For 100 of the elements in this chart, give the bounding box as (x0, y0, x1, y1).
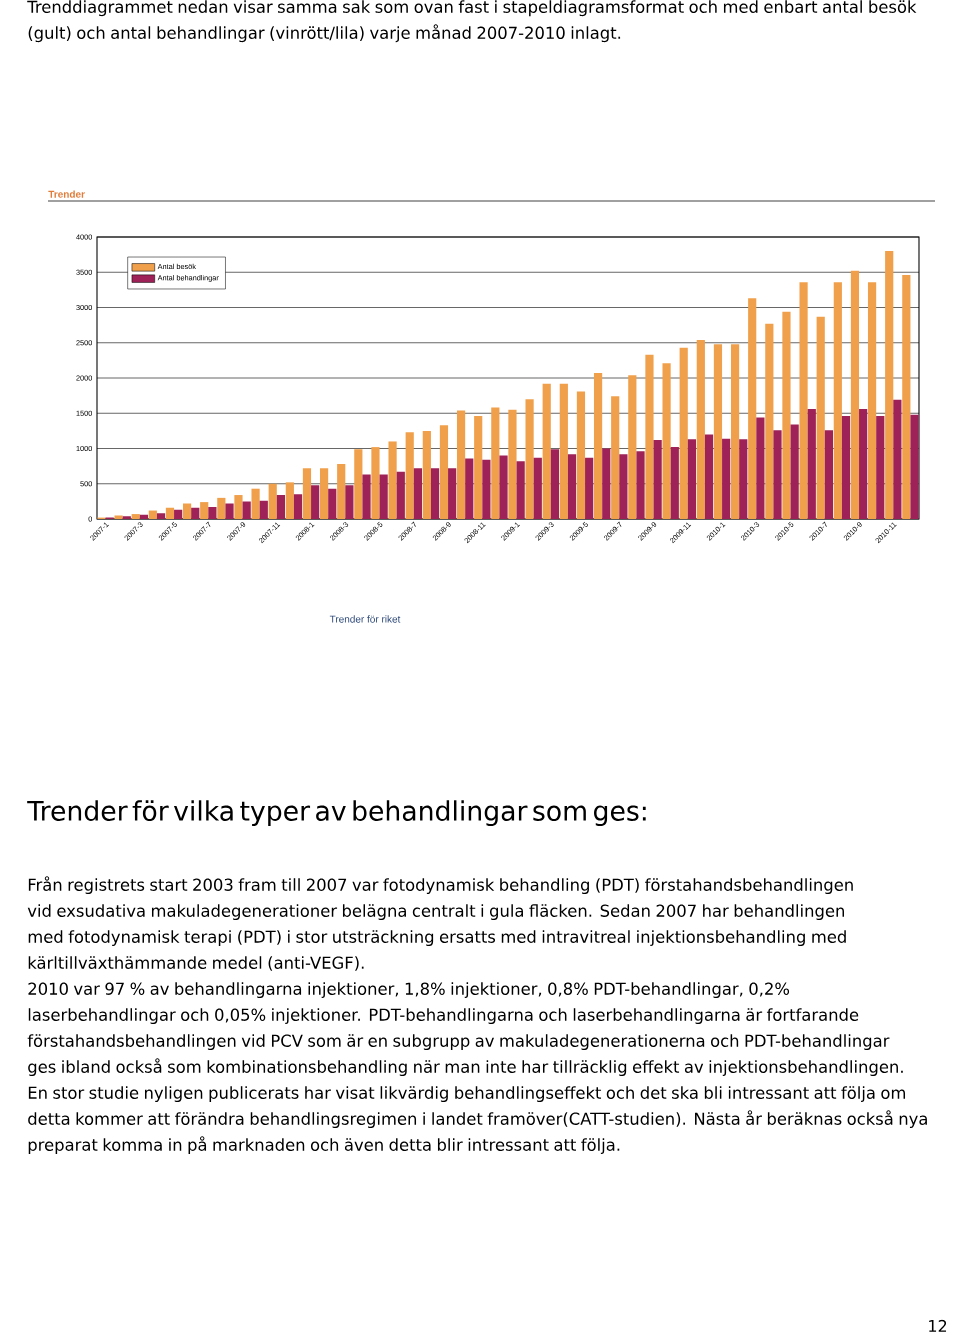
bar (268, 483, 277, 520)
bar (422, 430, 431, 520)
bar (491, 407, 500, 520)
bar (824, 430, 833, 520)
bar (430, 468, 440, 520)
bar (474, 416, 483, 520)
bar (362, 474, 371, 520)
bar (217, 497, 226, 520)
bar (619, 454, 628, 520)
bar (910, 414, 919, 520)
bar (576, 391, 586, 520)
bar (730, 344, 740, 520)
bar (379, 474, 388, 520)
bar (593, 373, 603, 520)
text: 12 (929, 1319, 947, 1332)
bar (799, 282, 808, 520)
bar (653, 440, 662, 520)
bar (302, 468, 312, 520)
bar (328, 488, 337, 520)
bar (456, 410, 466, 520)
bar (371, 447, 380, 520)
bar (259, 500, 268, 520)
bar (585, 457, 594, 520)
bar (525, 399, 534, 520)
bar (790, 424, 799, 520)
bar (867, 282, 877, 520)
bar (645, 354, 654, 520)
text: Trender för riket (329, 615, 401, 623)
bar (114, 515, 123, 520)
bar (782, 311, 791, 520)
bar (636, 451, 645, 520)
bar (293, 494, 303, 520)
bar (833, 282, 842, 520)
bar (559, 383, 568, 520)
bar (773, 430, 782, 520)
bar (251, 488, 260, 520)
bar (722, 438, 731, 520)
bar (122, 516, 131, 520)
bar (696, 339, 705, 520)
bar (704, 434, 714, 520)
text: Trender för vilka typer av behandlingar som ges: (27, 800, 646, 827)
bar (550, 449, 560, 520)
bar (354, 449, 363, 520)
bar (482, 459, 491, 520)
bar (508, 409, 517, 520)
bar (285, 482, 294, 520)
bar (234, 495, 243, 520)
bar (148, 510, 157, 520)
bar (191, 507, 200, 520)
chart-title: Trender (48, 190, 85, 198)
bar (319, 468, 329, 520)
bar (208, 507, 217, 520)
bar (439, 425, 449, 520)
bar (748, 298, 757, 520)
bar (687, 439, 697, 520)
text: Från registrets start 2003 fram till 2007 var fotodynamisk behandling (PDT) förstahandsbehandlingen vid exsudativa makuladegenerationer belägna centralt i gula fläcken. Sedan 2007 har behandlingen med fotodynamisk terapi (PDT) i stor utsträckning ersatts med intravitreal injektionsbehandling med kärltillväxthämmande medel (anti-VEGF). (27, 876, 853, 971)
bar (739, 439, 748, 520)
bar (670, 447, 679, 520)
bar (174, 509, 183, 520)
bar (499, 455, 508, 520)
bar (337, 464, 346, 520)
bar (465, 458, 474, 520)
bar (807, 409, 816, 520)
bar (679, 347, 688, 520)
text: 2010 var 97 % av behandlingarna injektioner, 1,8% injektioner, 0,8% PDT-behandlingar, 0,2% laserbehandlingar och 0,05% injektioner. PDT-behandlingarna och laserbehandlingarna är fortfarande förstahandsbehandlingen vid PCV som är en subgrupp av makuladegenerationerna och PDT-behandlingar ges ibland också som kombinationsbehandling när man inte har tillräcklig effekt av injektionsbehandlingen. (27, 982, 903, 1077)
bar (713, 344, 723, 520)
bar (242, 501, 251, 520)
bar (602, 448, 611, 520)
bar (859, 409, 868, 520)
bar (850, 270, 860, 520)
bar (902, 275, 911, 520)
bar (276, 495, 286, 520)
bar (876, 416, 885, 520)
bar (567, 454, 577, 520)
bar (448, 468, 457, 520)
bar (542, 383, 551, 520)
bar (516, 461, 525, 520)
bar (182, 503, 192, 520)
bar (139, 514, 149, 520)
bar (311, 485, 320, 520)
bar (131, 514, 140, 520)
bar (841, 416, 851, 520)
bar (893, 399, 902, 520)
bar (405, 432, 414, 520)
bar (628, 375, 637, 520)
bar (816, 316, 825, 520)
bar (662, 363, 671, 520)
bar (156, 513, 166, 520)
bar (200, 502, 209, 520)
bar (345, 485, 354, 520)
bar (885, 251, 894, 520)
bar (388, 441, 397, 520)
bar (765, 323, 774, 520)
bar (225, 503, 234, 520)
bar (165, 507, 175, 520)
bar (756, 417, 765, 520)
bar (611, 396, 620, 520)
bar (533, 457, 542, 520)
text: En stor studie nyligen publicerats har visat likvärdig behandlingseffekt och det ska bli intressant att följa om detta kommer att förändra behandlingsregimen i landet framöver(CATT-studien). Nästa år beräknas också nya preparat komma in på marknaden och även detta blir intressant att följa. (28, 1086, 927, 1155)
bar (396, 471, 405, 520)
